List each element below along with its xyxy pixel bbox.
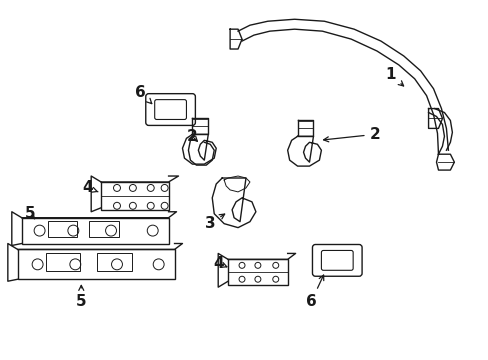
Bar (21, 218, 168, 243)
Text: 3: 3 (204, 214, 224, 231)
Text: 2: 2 (323, 127, 380, 142)
Text: 5: 5 (76, 285, 86, 309)
Text: 6: 6 (305, 275, 323, 309)
Text: 5: 5 (24, 206, 35, 221)
Bar (97, 253, 132, 271)
Bar (101, 182, 168, 210)
Text: 4: 4 (82, 180, 98, 195)
Bar (47, 221, 77, 237)
Bar (18, 249, 174, 279)
Text: 4: 4 (212, 256, 226, 271)
Text: 6: 6 (135, 85, 151, 104)
Bar (228, 260, 287, 285)
Bar (45, 253, 80, 271)
Text: 1: 1 (385, 67, 403, 86)
Bar (89, 221, 119, 237)
Text: 2: 2 (186, 129, 197, 144)
